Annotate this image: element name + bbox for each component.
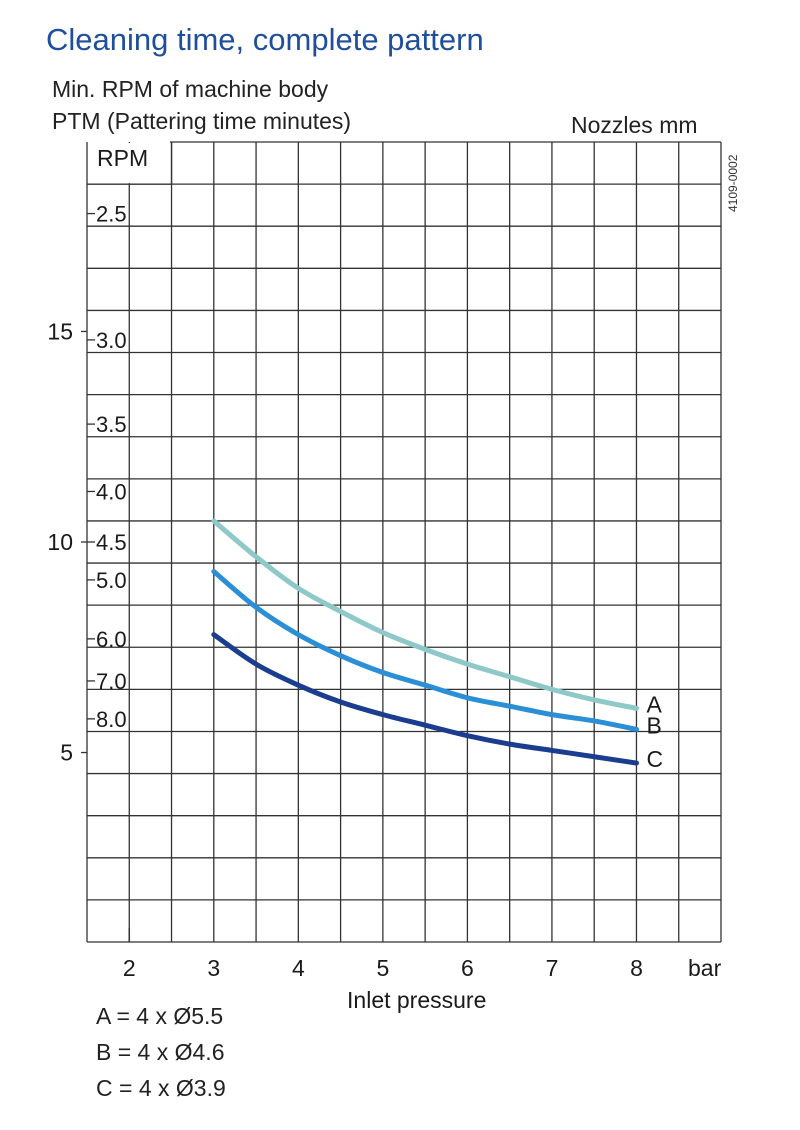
x-tick-label: 7 — [546, 955, 559, 981]
x-unit-label: bar — [688, 955, 722, 981]
chart-title: Cleaning time, complete pattern — [46, 22, 484, 57]
x-tick-label: 6 — [461, 955, 474, 981]
legend-entry-a: A = 4 x Ø5.5 — [96, 1003, 224, 1029]
ptm-tick-label: 7.0 — [96, 669, 127, 694]
series-label-a: A — [647, 691, 663, 717]
x-tick-label: 4 — [292, 955, 305, 981]
ptm-tick-label: 3.0 — [96, 328, 127, 353]
y-tick-label: 15 — [47, 318, 73, 344]
x-axis-label: Inlet pressure — [347, 987, 486, 1013]
series-line-c — [211, 632, 640, 766]
legend-entry-b: B = 4 x Ø4.6 — [96, 1039, 225, 1065]
y-axis-label: RPM — [97, 145, 148, 171]
ptm-tick-label: 8.0 — [96, 707, 127, 732]
rpm-header-cell — [88, 143, 171, 184]
ptm-tick-label: 2.5 — [96, 202, 127, 227]
y-tick-label: 5 — [60, 740, 73, 766]
x-tick-label: 5 — [377, 955, 390, 981]
nozzles-header: Nozzles mm — [571, 112, 698, 138]
ptm-tick-label: 5.0 — [96, 568, 127, 593]
ptm-tick-label: 4.0 — [96, 479, 127, 504]
series-line-a — [211, 518, 640, 711]
series-line-b — [211, 568, 640, 732]
x-tick-label: 8 — [630, 955, 643, 981]
ptm-tick-label: 3.5 — [96, 412, 127, 437]
series-label-c: C — [647, 746, 664, 772]
x-tick-label: 3 — [207, 955, 220, 981]
ptm-tick-label: 4.5 — [96, 530, 127, 555]
y-tick-label: 10 — [47, 529, 73, 555]
ptm-tick-label: 6.0 — [96, 627, 127, 652]
legend-entry-c: C = 4 x Ø3.9 — [96, 1075, 226, 1101]
x-tick-label: 2 — [123, 955, 136, 981]
subtitle-ptm: PTM (Pattering time minutes) — [52, 108, 352, 134]
series-label-b: B — [647, 712, 662, 738]
subtitle-rpm: Min. RPM of machine body — [52, 76, 329, 102]
